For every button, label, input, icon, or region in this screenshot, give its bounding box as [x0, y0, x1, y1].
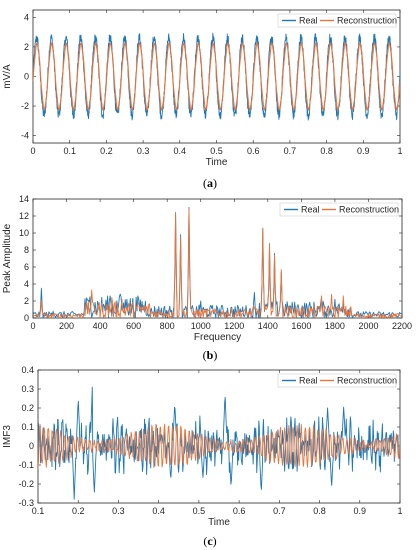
x-tick-label: 400 [93, 321, 108, 331]
x-tick-label: 1000 [191, 321, 211, 331]
y-tick-label: -0.2 [18, 479, 34, 489]
x-tick-label: 1800 [325, 321, 345, 331]
series-reconstruction [33, 208, 402, 318]
legend-box [277, 373, 397, 388]
y-axis-label: IMF3 [2, 425, 13, 448]
x-tick-label: 0.1 [63, 146, 76, 156]
y-tick-label: 0 [29, 441, 34, 451]
caption-b: (b) [203, 348, 218, 362]
y-tick-label: 2 [24, 296, 29, 306]
legend-label: Reconstruction [337, 376, 397, 386]
x-axis-label: Time [206, 157, 228, 168]
x-tick-label: 1 [397, 506, 402, 516]
x-tick-label: 1 [397, 146, 402, 156]
y-tick-label: 10 [19, 228, 29, 238]
legend-label: Reconstruction [339, 205, 399, 215]
y-tick-label: 2 [24, 42, 29, 52]
series-reconstruction [38, 423, 400, 469]
y-tick-label: 4 [24, 279, 29, 289]
x-axis-label: Time [208, 517, 230, 528]
legend-label: Real [299, 16, 318, 26]
chart-a: 0 0.1 0.2 0.3 0.4 0.5 0.6 0.7 0.8 0.9 1 -4 -2 0 2 4 Time… [2, 9, 403, 168]
y-axis-label: mV/A [2, 64, 13, 89]
y-tick-label: -2 [21, 101, 29, 111]
y-tick-label: 0.3 [21, 384, 34, 394]
x-tick-label: 1400 [258, 321, 278, 331]
x-tick-label: 0.2 [72, 506, 85, 516]
x-tick-label: 0 [30, 321, 35, 331]
legend-label: Real [299, 376, 318, 386]
series-reconstruction [33, 42, 400, 111]
y-tick-label: 12 [19, 211, 29, 221]
x-tick-label: 0.4 [152, 506, 165, 516]
y-tick-label: 8 [24, 245, 29, 255]
y-tick-label: 0 [24, 313, 29, 323]
legend-label: Reconstruction [337, 16, 397, 26]
x-tick-label: 0.5 [193, 506, 206, 516]
y-tick-label: 0.4 [21, 365, 34, 375]
x-tick-label: 0.3 [137, 146, 150, 156]
x-tick-label: 0.9 [357, 146, 370, 156]
x-tick-label: 0.3 [112, 506, 125, 516]
y-tick-label: -0.1 [18, 460, 34, 470]
x-tick-label: 0 [30, 146, 35, 156]
x-tick-label: 0.6 [233, 506, 246, 516]
y-tick-label: 4 [24, 12, 29, 22]
y-tick-label: 6 [24, 262, 29, 272]
y-tick-label: -4 [21, 131, 29, 141]
x-tick-label: 2200 [392, 321, 412, 331]
y-axis-label: Peak Amplitude [2, 223, 13, 293]
x-tick-label: 0.7 [284, 146, 297, 156]
x-tick-label: 800 [160, 321, 175, 331]
y-tick-label: 0.1 [21, 422, 34, 432]
x-tick-label: 0.8 [320, 146, 333, 156]
plot-area [32, 198, 403, 319]
y-tick-label: 14 [19, 194, 29, 204]
x-tick-label: 0.2 [100, 146, 113, 156]
x-tick-label: 1200 [224, 321, 244, 331]
x-tick-label: 0.9 [354, 506, 367, 516]
x-tick-label: 200 [59, 321, 74, 331]
legend-box [279, 202, 399, 217]
y-tick-label: -0.3 [18, 498, 34, 508]
legend-box [277, 13, 397, 28]
x-tick-label: 0.1 [32, 506, 45, 516]
y-tick-label: 0 [24, 72, 29, 82]
chart-c: 0.1 0.2 0.3 0.4 0.5 0.6 0.7 0.8 0.9 1 -0.3 -0.2 -0.1… [2, 365, 403, 528]
x-tick-label: 0.6 [247, 146, 260, 156]
caption-a: (a) [203, 176, 217, 190]
x-axis-label: Frequency [194, 332, 241, 343]
x-tick-label: 600 [126, 321, 141, 331]
legend-label: Real [301, 205, 320, 215]
x-tick-label: 0.5 [210, 146, 223, 156]
x-tick-label: 2000 [358, 321, 378, 331]
x-tick-label: 1600 [291, 321, 311, 331]
chart-b: 0 200 400 600 800 1000 1200 1400 1600 1800 2000 220… [2, 194, 412, 343]
series-real [38, 386, 400, 500]
x-tick-label: 0.4 [174, 146, 187, 156]
x-tick-label: 0.8 [313, 506, 326, 516]
y-tick-label: 0.2 [21, 403, 34, 413]
x-tick-label: 0.7 [273, 506, 286, 516]
caption-c: (c) [203, 534, 216, 548]
